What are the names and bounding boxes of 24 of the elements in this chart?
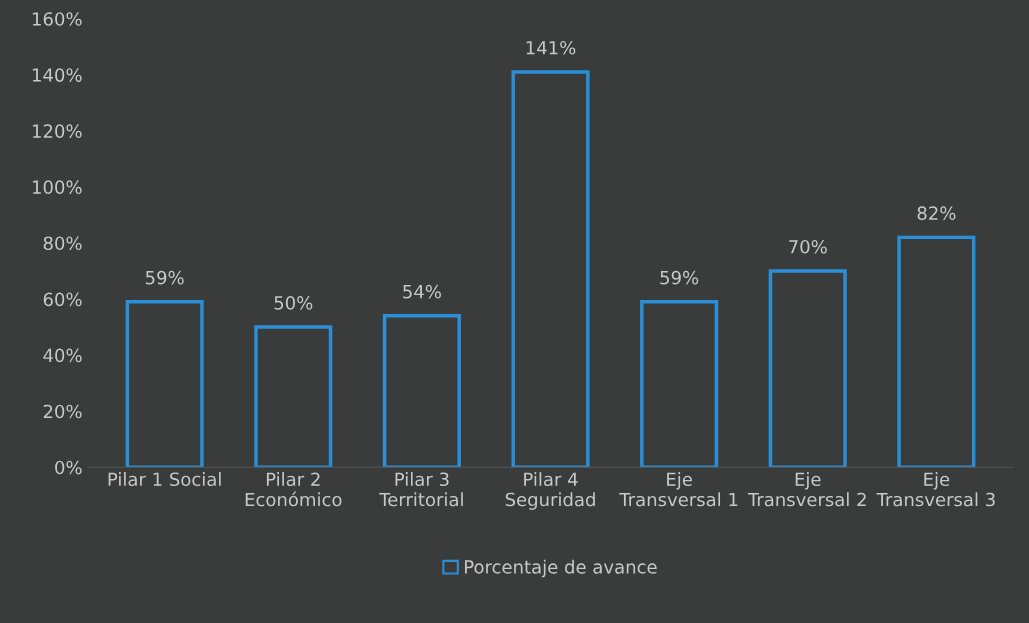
y-tick-label: 20% — [43, 404, 82, 419]
y-tick-label: 100% — [32, 180, 82, 195]
y-tick-label: 160% — [32, 12, 82, 26]
legend-label: Porcentaje de avance — [465, 559, 657, 578]
x-tick-label: Eje Transversal 2 — [747, 472, 866, 507]
x-tick-label: Pilar 4 Seguridad — [505, 472, 595, 510]
y-tick-label: 120% — [32, 124, 82, 138]
y-tick-label: 40% — [43, 348, 82, 363]
x-tick-label: Pilar 1 Social — [108, 472, 221, 487]
y-tick-label: 80% — [43, 236, 82, 251]
data-label: 50% — [274, 296, 313, 310]
y-tick-label: 60% — [43, 292, 82, 307]
data-label: 141% — [526, 40, 576, 55]
data-label: 59% — [660, 270, 699, 285]
x-tick-label: Pilar 3 Territorial — [379, 472, 463, 507]
data-label: 82% — [917, 206, 956, 220]
data-label: 70% — [789, 239, 827, 254]
data-label: 59% — [145, 270, 184, 285]
x-tick-label: Eje Transversal 3 — [876, 472, 995, 507]
x-tick-label: Pilar 2 Económico — [245, 472, 342, 507]
data-label: 54% — [403, 284, 441, 299]
y-tick-label: 140% — [32, 68, 82, 82]
x-tick-label: Eje Transversal 1 — [619, 472, 738, 507]
y-tick-label: 0% — [55, 460, 82, 475]
